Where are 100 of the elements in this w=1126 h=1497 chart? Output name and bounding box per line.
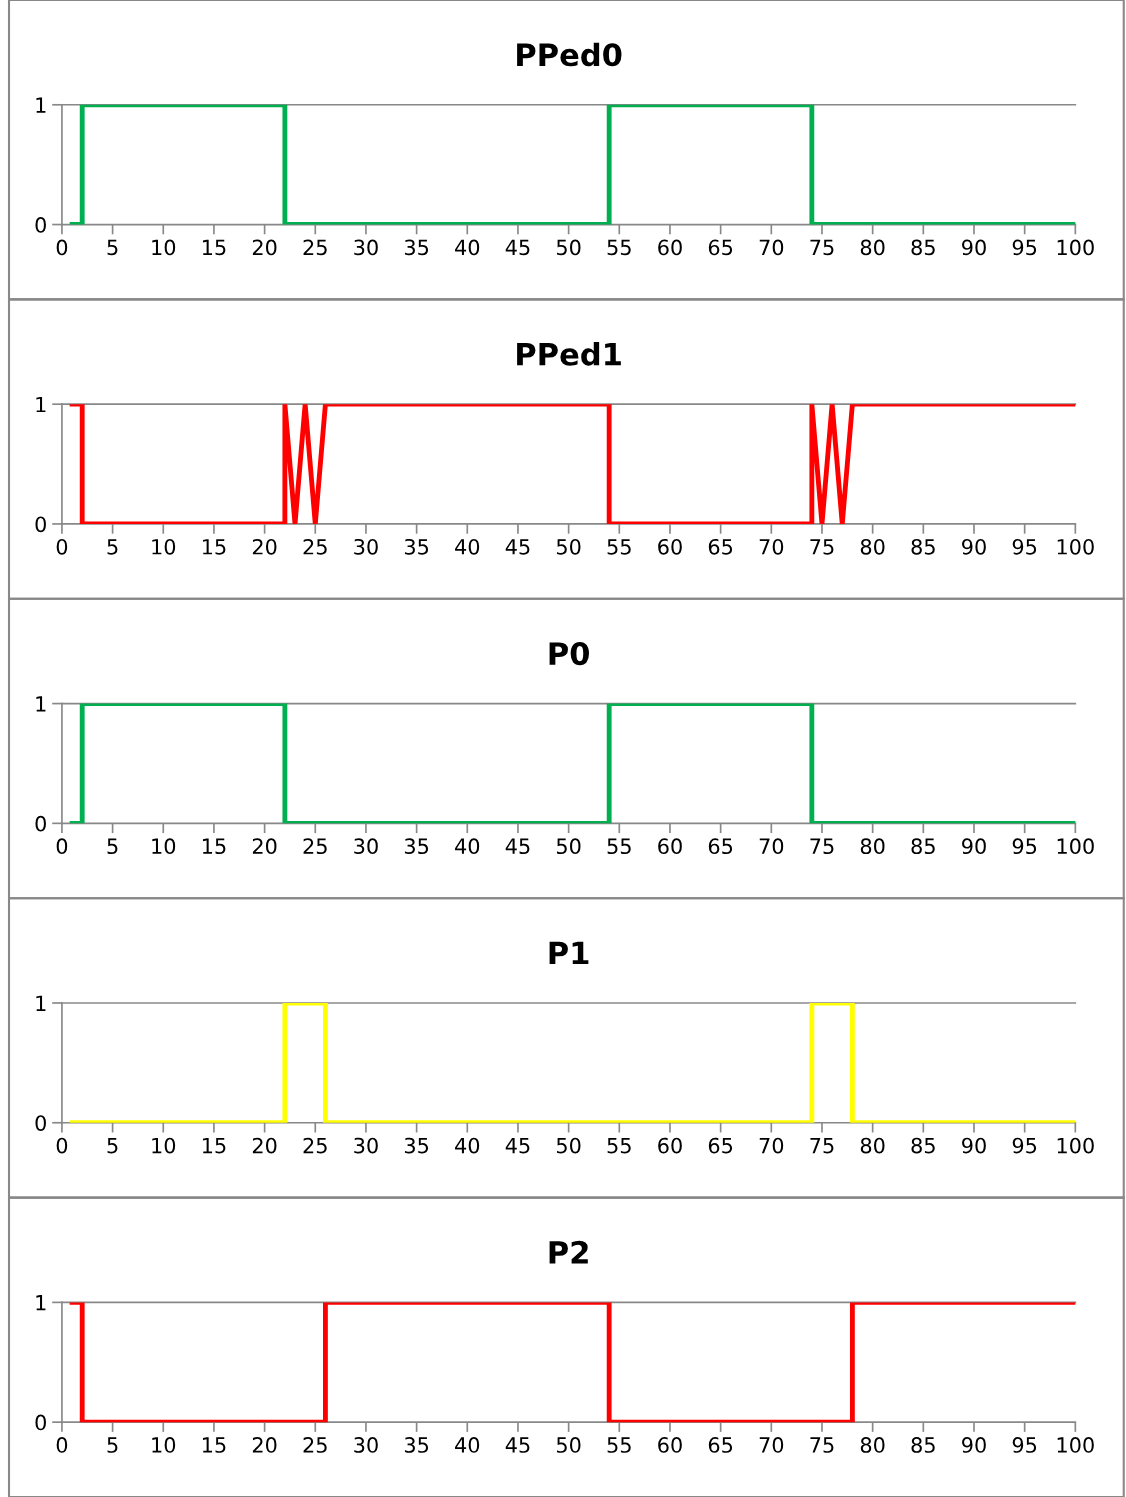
x-tick-label: 40: [455, 1137, 480, 1154]
x-tick-label: 95: [1012, 239, 1037, 256]
chart-title: PPed0: [517, 42, 622, 67]
x-tick-label: 85: [911, 538, 935, 555]
x-tick-label: 50: [556, 239, 581, 256]
x-tick-label: 20: [252, 1137, 277, 1154]
x-tick-label: 60: [658, 1437, 682, 1453]
x-tick-label: 95: [1012, 538, 1037, 555]
x-tick-label: 55: [607, 539, 631, 555]
x-tick-label: 35: [404, 538, 429, 555]
y-tick-label: 0: [35, 815, 46, 832]
x-tick-label: 70: [759, 1437, 784, 1453]
y-tick-label: 0: [35, 1414, 46, 1431]
y-tick-label: 1: [36, 696, 46, 712]
chart-title: P0: [549, 642, 589, 666]
x-tick-label: 70: [759, 239, 784, 256]
x-tick-label: 45: [505, 239, 530, 256]
x-tick-label: 20: [252, 838, 277, 855]
x-tick-label: 40: [455, 838, 480, 855]
x-tick-label: 30: [354, 838, 378, 855]
chart-title: P2: [549, 1240, 588, 1264]
x-tick-label: 20: [252, 239, 277, 256]
x-tick-label: 90: [962, 538, 986, 555]
y-tick-label: 1: [36, 97, 46, 113]
x-tick-label: 95: [1012, 838, 1037, 855]
x-tick-label: 25: [303, 838, 327, 855]
x-tick-label: 5: [107, 1437, 118, 1453]
x-tick-label: 65: [708, 239, 733, 256]
x-tick-label: 15: [202, 838, 226, 855]
x-tick-label: 75: [810, 838, 834, 855]
x-tick-label: 65: [708, 538, 733, 555]
x-tick-label: 60: [658, 1137, 682, 1154]
x-tick-label: 30: [354, 1137, 378, 1154]
x-tick-label: 10: [152, 1137, 176, 1154]
x-tick-label: 50: [556, 538, 581, 555]
x-tick-label: 20: [252, 1437, 277, 1453]
x-tick-label: 95: [1012, 1137, 1037, 1154]
x-tick-label: 15: [202, 539, 226, 555]
x-tick-label: 45: [505, 539, 530, 555]
x-tick-label: 95: [1012, 1437, 1037, 1453]
x-tick-label: 35: [404, 1137, 429, 1154]
x-tick-label: 10: [152, 239, 176, 256]
x-tick-label: 45: [505, 1137, 530, 1154]
x-tick-label: 15: [202, 239, 226, 256]
x-tick-label: 75: [810, 239, 834, 256]
x-tick-label: 100: [1057, 1437, 1094, 1453]
x-tick-label: 80: [860, 538, 885, 555]
x-tick-label: 45: [505, 1437, 530, 1453]
x-tick-label: 5: [107, 539, 118, 555]
y-tick-label: 1: [36, 396, 46, 413]
x-tick-label: 70: [759, 538, 784, 555]
x-tick-label: 25: [303, 239, 327, 256]
x-tick-label: 85: [911, 838, 935, 855]
x-tick-label: 90: [962, 838, 986, 855]
x-tick-label: 60: [658, 538, 682, 555]
x-tick-label: 60: [658, 239, 682, 256]
x-tick-label: 75: [810, 1437, 834, 1453]
chart-title: P1: [549, 941, 589, 965]
x-tick-label: 55: [607, 838, 631, 855]
x-tick-label: 75: [810, 539, 834, 555]
y-tick-label: 0: [35, 1115, 46, 1131]
y-tick-label: 0: [35, 516, 46, 533]
x-tick-label: 40: [455, 538, 480, 555]
x-tick-label: 20: [252, 538, 277, 555]
x-tick-label: 15: [202, 1137, 226, 1154]
x-tick-label: 10: [152, 1437, 176, 1453]
x-tick-label: 35: [404, 1437, 429, 1453]
x-tick-label: 25: [303, 538, 327, 555]
x-tick-label: 55: [607, 1437, 631, 1453]
x-tick-label: 100: [1057, 239, 1094, 256]
x-tick-label: 55: [607, 1137, 631, 1154]
x-tick-label: 40: [455, 1437, 480, 1453]
x-tick-label: 70: [759, 838, 784, 855]
chart-title: PPed1: [517, 342, 621, 366]
x-tick-label: 25: [303, 1137, 327, 1154]
x-tick-label: 5: [107, 1137, 118, 1154]
x-tick-label: 0: [56, 239, 68, 256]
x-tick-label: 100: [1057, 538, 1094, 555]
x-tick-label: 80: [860, 838, 885, 855]
x-tick-label: 40: [455, 239, 480, 256]
x-tick-label: 80: [860, 1437, 885, 1453]
x-tick-label: 0: [56, 1137, 68, 1154]
x-tick-label: 70: [759, 1137, 784, 1154]
x-tick-label: 85: [911, 239, 935, 256]
x-tick-label: 30: [354, 538, 378, 555]
x-tick-label: 55: [607, 239, 631, 256]
y-tick-label: 1: [36, 1295, 46, 1311]
x-tick-label: 60: [658, 838, 682, 855]
x-tick-label: 75: [810, 1137, 834, 1154]
x-tick-label: 65: [708, 1137, 733, 1154]
x-tick-label: 0: [56, 538, 68, 555]
x-tick-label: 65: [708, 838, 733, 855]
x-tick-label: 100: [1057, 1137, 1094, 1154]
x-tick-label: 80: [860, 239, 885, 256]
x-tick-label: 90: [962, 239, 986, 256]
x-tick-label: 50: [556, 1137, 581, 1154]
x-tick-label: 90: [962, 1437, 986, 1453]
y-tick-label: 1: [36, 995, 46, 1011]
x-tick-label: 35: [404, 239, 429, 256]
x-tick-label: 90: [962, 1137, 986, 1154]
